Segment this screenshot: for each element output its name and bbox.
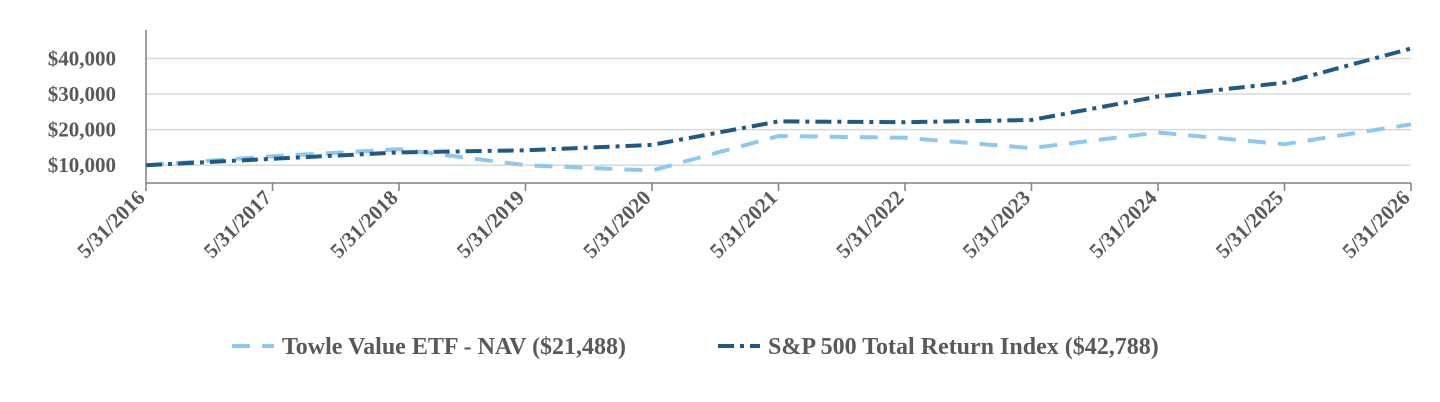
y-tick-label: $40,000 — [48, 46, 116, 70]
legend: Towle Value ETF - NAV ($21,488) S&P 500 T… — [232, 334, 1159, 360]
y-tick-labels: $10,000 $20,000 $30,000 $40,000 — [48, 46, 116, 177]
x-tick-label: 5/31/2024 — [1084, 185, 1162, 263]
series-line-towle-value-etf — [145, 122, 1412, 173]
axes — [145, 30, 1412, 191]
x-tick-label: 5/31/2023 — [958, 186, 1035, 263]
x-tick-label: 5/31/2018 — [325, 186, 402, 263]
y-tick-label: $20,000 — [48, 118, 116, 142]
y-tick-label: $10,000 — [48, 153, 116, 177]
x-tick-label: 5/31/2016 — [72, 186, 149, 263]
x-tick-labels: 5/31/2016 5/31/2017 5/31/2018 5/31/2019 5/31… — [72, 185, 1414, 263]
x-tick-label: 5/31/2019 — [452, 186, 529, 263]
x-tick-label: 5/31/2025 — [1211, 186, 1288, 263]
grid-lines — [146, 57, 1411, 166]
x-tick-label: 5/31/2020 — [578, 186, 655, 263]
y-tick-label: $30,000 — [48, 82, 116, 106]
x-tick-label: 5/31/2021 — [705, 186, 782, 263]
x-tick-label: 5/31/2017 — [199, 186, 276, 263]
x-tick-label: 5/31/2026 — [1337, 186, 1414, 263]
legend-label: S&P 500 Total Return Index ($42,788) — [768, 334, 1159, 360]
series-line-sp500 — [145, 46, 1412, 168]
series-lines — [145, 46, 1412, 173]
legend-label: Towle Value ETF - NAV ($21,488) — [282, 334, 626, 360]
x-tick-label: 5/31/2022 — [831, 186, 908, 263]
